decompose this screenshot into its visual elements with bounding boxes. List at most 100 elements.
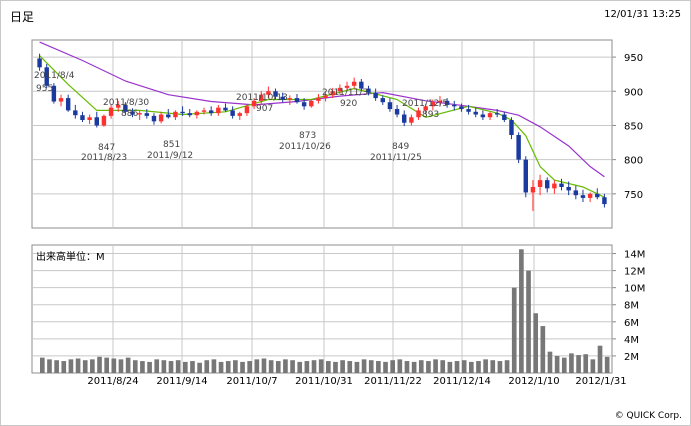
candle-body (494, 113, 500, 115)
candle-body (166, 114, 171, 118)
volume-bar (347, 361, 353, 373)
annotation-value: 847 (98, 143, 115, 153)
annotation-date: 2011/8/4 (34, 71, 75, 81)
volume-y-label: 14M (624, 250, 645, 261)
x-axis-label: 2012/1/10 (508, 376, 559, 387)
candle-body (430, 102, 436, 107)
volume-bar (118, 359, 124, 373)
candle-body (123, 104, 128, 112)
candle-body (473, 111, 478, 115)
candle-body (94, 117, 99, 126)
candle-body (116, 104, 121, 108)
volume-bar (376, 361, 381, 373)
volume-bar (97, 356, 102, 373)
volume-bar (440, 360, 446, 373)
volume-bar (547, 351, 553, 373)
x-axis-label: 2012/1/31 (575, 376, 626, 387)
volume-bar (125, 357, 131, 373)
volume-bar (469, 361, 474, 373)
candle-body (566, 186, 571, 191)
volume-bar (590, 359, 596, 373)
volume-bar (476, 361, 481, 373)
x-axis-label: 2011/9/14 (156, 376, 207, 387)
annotation-value: 886 (121, 109, 138, 119)
candle-body (208, 110, 214, 114)
candle-body (537, 180, 543, 187)
volume-bar (368, 360, 374, 373)
volume-bar (275, 361, 281, 373)
volume-bar (161, 360, 167, 373)
candle-body (380, 98, 385, 103)
price-panel (31, 39, 613, 229)
volume-y-label: 4M (624, 335, 639, 346)
volume-bar (225, 361, 231, 373)
candle-body (437, 100, 443, 103)
volume-bar (197, 362, 202, 373)
volume-bar (383, 361, 388, 373)
volume-bar (283, 359, 288, 373)
candle-body (587, 193, 593, 198)
annotation-value: 920 (340, 99, 357, 109)
volume-bar (268, 360, 274, 373)
volume-bar (433, 359, 438, 373)
ma-long-line (39, 41, 605, 178)
candle-body (280, 96, 285, 100)
volume-bar (61, 361, 67, 373)
candle-body (259, 94, 264, 101)
volume-bar (597, 345, 603, 373)
price-y-label: 950 (624, 53, 643, 64)
annotation-value: 873 (299, 131, 316, 141)
candle-body (223, 107, 228, 111)
volume-bar (454, 361, 460, 373)
annotation-value: 851 (163, 140, 180, 150)
volume-bar (218, 361, 224, 373)
candle-body (573, 190, 579, 196)
volume-bar (333, 361, 338, 373)
candle-body (373, 92, 378, 99)
volume-y-label: 8M (624, 301, 639, 312)
candle-body (251, 100, 257, 107)
volume-bar (147, 361, 152, 373)
volume-bar (75, 358, 81, 373)
candle-body (602, 197, 607, 205)
candle-body (144, 113, 150, 116)
candle-body (316, 98, 321, 101)
volume-bar (583, 354, 589, 373)
candle-body (394, 109, 400, 115)
volume-bar (240, 361, 245, 373)
volume-bar (561, 357, 567, 373)
candle-body (366, 88, 371, 93)
candle-body (158, 114, 164, 122)
candle-body (201, 110, 207, 112)
candle-body (423, 106, 428, 111)
volume-bar (554, 355, 560, 373)
candle-body (351, 81, 357, 86)
candle-body (530, 186, 536, 193)
candle-body (37, 58, 42, 68)
candle-body (80, 115, 85, 120)
candle-body (294, 98, 300, 103)
candle-body (552, 183, 557, 189)
candle-body (301, 102, 307, 107)
candle-body (65, 98, 71, 111)
candle-body (409, 117, 414, 123)
volume-bar (104, 357, 109, 373)
volume-bar (304, 361, 310, 373)
volume-bar (140, 361, 145, 373)
volume-bar (483, 359, 488, 373)
volume-bar (68, 359, 74, 373)
candle-body (216, 107, 221, 114)
candle-body (180, 111, 185, 114)
volume-bar (82, 360, 88, 373)
candle-body (244, 106, 250, 114)
candle-body (516, 135, 521, 160)
volume-bar (426, 361, 431, 373)
candle-body (173, 111, 178, 118)
annotation-date: 2011/10/13 (236, 93, 288, 103)
volume-bar (254, 359, 260, 373)
annotation-date: 2011/10/26 (279, 142, 331, 152)
volume-bar (154, 359, 160, 373)
volume-bar (132, 360, 138, 373)
x-axis-label: 2011/11/22 (364, 376, 422, 387)
